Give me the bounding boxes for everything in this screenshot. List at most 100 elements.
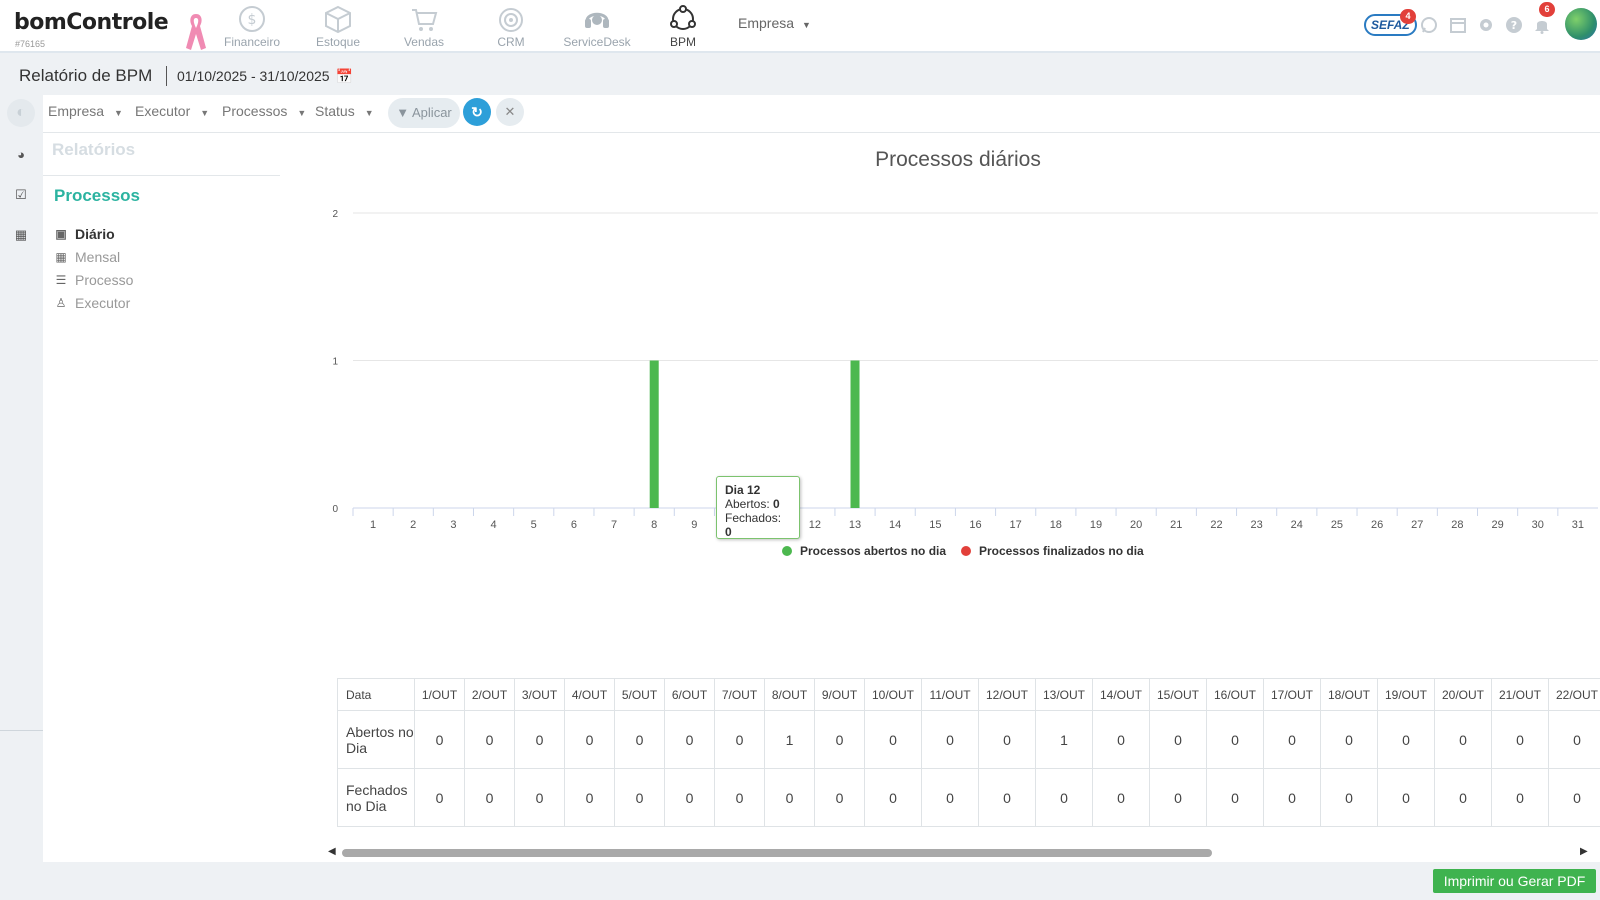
table-cell: 0: [1377, 768, 1435, 827]
table-header-cell: 19/OUT: [1377, 678, 1435, 711]
x-tick-label: 2: [410, 519, 416, 531]
svg-text:$: $: [248, 12, 257, 28]
table-header-cell: 7/OUT: [714, 678, 765, 711]
table-cell: 0: [564, 710, 615, 769]
back-icon[interactable]: ◐: [7, 99, 35, 127]
bar-abertos[interactable]: [649, 360, 659, 509]
print-pdf-button[interactable]: Imprimir ou Gerar PDF: [1433, 869, 1596, 893]
table-header-cell: 14/OUT: [1092, 678, 1150, 711]
x-tick-label: 21: [1170, 519, 1182, 531]
dollar-circle-icon: $: [239, 6, 265, 32]
filter-bar: Empresa ▼ Executor ▼ Processos ▼ Status ▼ ▼ …: [43, 95, 1600, 133]
scroll-left-arrow-icon[interactable]: ◀: [328, 846, 336, 857]
sidebar-item-label: Diário: [75, 226, 115, 242]
gear-icon[interactable]: [1477, 16, 1495, 34]
module-servicedesk[interactable]: ServiceDesk: [557, 4, 637, 49]
scroll-right-arrow-icon[interactable]: ▶: [1580, 846, 1588, 857]
sidebar-divider: [43, 175, 280, 176]
filter-executor[interactable]: Executor ▼: [135, 103, 209, 119]
module-crm[interactable]: CRM: [471, 4, 551, 49]
table-header-cell: 10/OUT: [864, 678, 922, 711]
refresh-button[interactable]: ↻: [463, 98, 491, 126]
calendar-icon: 📅: [335, 68, 354, 84]
sidebar-item-executor[interactable]: ♙ Executor: [54, 295, 131, 311]
x-tick-label: 8: [651, 519, 657, 531]
daily-processes-chart: 0121234567891011121314151617181920212223…: [332, 209, 1598, 531]
table-cell: 0: [614, 710, 665, 769]
x-tick-label: 25: [1331, 519, 1343, 531]
x-tick-label: 22: [1210, 519, 1222, 531]
table-header-cell: 4/OUT: [564, 678, 615, 711]
filter-funnel-icon: ▼: [396, 105, 410, 120]
legend-label: Processos abertos no dia: [800, 544, 947, 558]
module-financeiro[interactable]: $ Financeiro: [212, 4, 292, 49]
bell-icon[interactable]: [1533, 16, 1551, 34]
horizontal-scrollbar-thumb[interactable]: [342, 849, 1212, 857]
table-cell: 0: [564, 768, 615, 827]
x-tick-label: 27: [1411, 519, 1423, 531]
module-estoque[interactable]: Estoque: [298, 4, 378, 49]
filter-label: Executor: [135, 103, 191, 119]
table-cell: 0: [1035, 768, 1093, 827]
y-tick-label: 1: [332, 357, 338, 368]
legend-dot: [961, 546, 971, 556]
checkbox-icon[interactable]: ☑: [15, 187, 27, 202]
dashboard-icon[interactable]: ◕: [17, 147, 25, 162]
calendar-icon[interactable]: [1449, 16, 1467, 34]
whatsapp-icon[interactable]: [1420, 16, 1438, 34]
module-label: Vendas: [403, 35, 445, 49]
module-bpm[interactable]: BPM: [643, 4, 723, 49]
app-logo[interactable]: bomControle #76165: [14, 10, 169, 49]
tooltip-closed-value: 0: [725, 525, 732, 539]
bpm-network-icon: [670, 5, 696, 30]
tooltip-title: Dia 12: [725, 483, 761, 497]
x-tick-label: 14: [889, 519, 901, 531]
headset-icon: [585, 12, 609, 28]
sefaz-button[interactable]: SEFAZ: [1364, 14, 1417, 36]
bar-abertos[interactable]: [850, 360, 860, 509]
module-label: Estoque: [315, 35, 361, 49]
filter-empresa[interactable]: Empresa ▼: [48, 103, 123, 119]
caret-down-icon: ▼: [364, 108, 374, 118]
sidebar-item-mensal[interactable]: ▦ Mensal: [54, 249, 120, 265]
calendar-icon[interactable]: ▦: [14, 227, 28, 242]
table-cell: 0: [1149, 768, 1207, 827]
x-tick-label: 15: [929, 519, 941, 531]
table-cell: 0: [1377, 710, 1435, 769]
apply-button[interactable]: ▼ Aplicar: [388, 98, 460, 128]
table-cell: 0: [464, 768, 515, 827]
clear-filters-button[interactable]: ✕: [496, 98, 524, 126]
x-tick-label: 6: [571, 519, 577, 531]
caret-down-icon: ▼: [114, 108, 123, 118]
sidebar-heading: Relatórios: [52, 140, 136, 159]
svg-text:?: ?: [1511, 19, 1517, 32]
empresa-dropdown[interactable]: Empresa ▼: [738, 15, 811, 31]
filter-status[interactable]: Status ▼: [315, 103, 374, 119]
daily-table-wrapper[interactable]: Data 1/OUT 2/OUT 3/OUT 4/OUT 5/OUT 6/OUT 7/OUT…: [337, 678, 1600, 828]
table-cell: 0: [1206, 768, 1264, 827]
legend-item-finalizados[interactable]: Processos finalizados no dia: [961, 544, 1144, 558]
y-tick-label: 2: [332, 209, 338, 220]
help-icon[interactable]: ?: [1505, 16, 1523, 34]
x-tick-label: 1: [370, 519, 376, 531]
table-header-cell: 13/OUT: [1035, 678, 1093, 711]
table-header-cell: 2/OUT: [464, 678, 515, 711]
sidebar-item-processo[interactable]: ☰ Processo: [54, 272, 134, 288]
x-tick-label: 3: [450, 519, 456, 531]
table-header-cell: 11/OUT: [921, 678, 979, 711]
sidebar-item-diario[interactable]: ▣ Diário: [54, 226, 115, 242]
user-avatar[interactable]: [1565, 8, 1597, 40]
filter-processos[interactable]: Processos ▼: [222, 103, 306, 119]
x-tick-label: 7: [611, 519, 617, 531]
chart-title: Processos diários: [875, 148, 1041, 171]
legend-item-abertos[interactable]: Processos abertos no dia: [782, 544, 946, 558]
x-tick-label: 31: [1572, 519, 1584, 531]
module-vendas[interactable]: Vendas: [384, 4, 464, 49]
table-cell: 0: [614, 768, 665, 827]
caret-down-icon: ▼: [200, 108, 210, 118]
table-cell: 0: [978, 768, 1036, 827]
date-range-picker[interactable]: 01/10/2025 - 31/10/2025 📅: [166, 66, 353, 86]
sefaz-label: SEFAZ: [1371, 18, 1410, 32]
table-header-cell: 22/OUT: [1548, 678, 1600, 711]
table-cell: 0: [714, 768, 765, 827]
